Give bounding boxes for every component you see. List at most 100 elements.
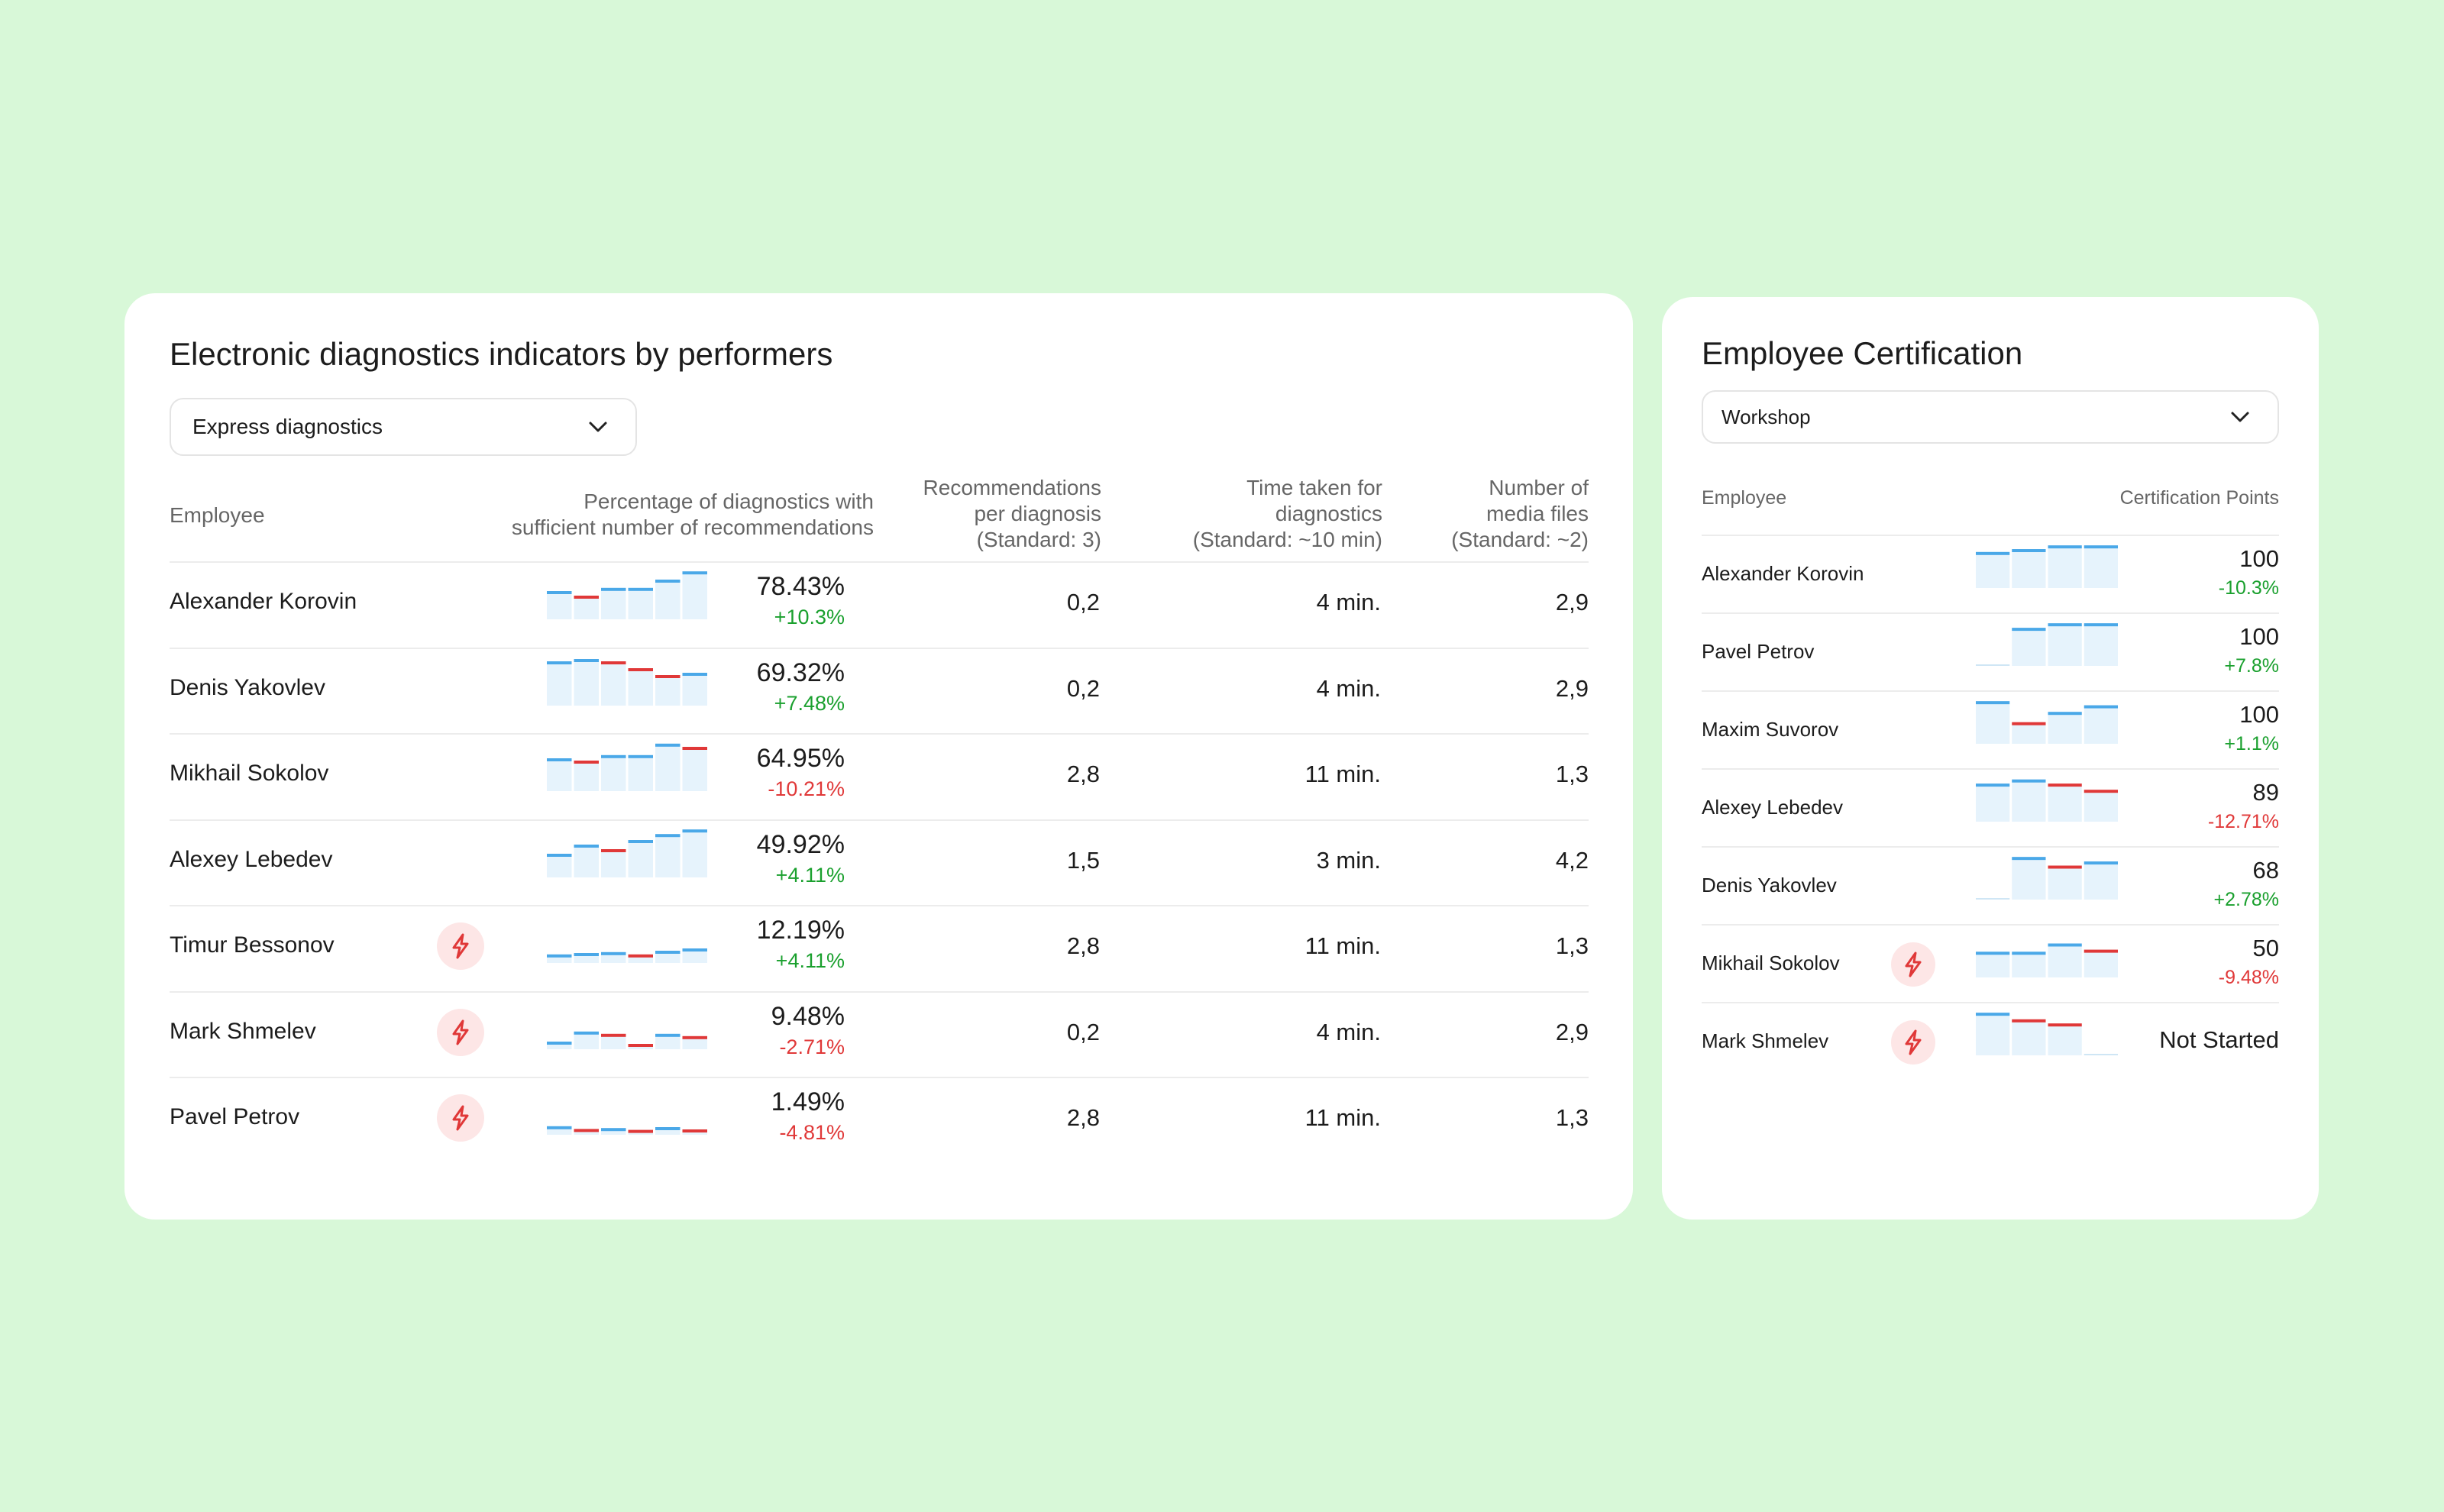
trend-sparkline (547, 1126, 707, 1135)
trend-level-down (2084, 949, 2118, 953)
header-employee: Employee (170, 503, 265, 527)
trend-sparkline (1976, 1013, 2118, 1055)
diagnostics-type-select[interactable]: Express diagnostics (170, 398, 637, 456)
trend-bar (574, 762, 599, 791)
trend-level-down (2048, 865, 2082, 869)
trend-level-up (1976, 898, 2010, 900)
trend-bar (655, 676, 681, 706)
employee-name: Mark Shmelev (170, 1018, 316, 1044)
trend-level-up (2084, 545, 2118, 549)
media-value: 2,9 (1555, 589, 1589, 615)
diagnostics-row[interactable]: Denis Yakovlev 69.32% +7.48% 0,2 4 min. 2,9 (124, 646, 1633, 732)
trend-level-up (547, 758, 572, 761)
trend-bar (628, 756, 653, 791)
trend-level-up (574, 844, 599, 848)
diagnostics-row[interactable]: Mark Shmelev 9.48% -2.71% 0,2 4 min. 2,9 (124, 990, 1633, 1075)
trend-level-up (601, 1128, 626, 1132)
trend-chart (1976, 855, 2118, 903)
trend-sparkline (1976, 943, 2118, 977)
trend-chart (547, 829, 707, 881)
trend-level-up (1976, 783, 2010, 787)
certification-row[interactable]: Denis Yakovlev 68 +2.78% (1662, 846, 2319, 924)
certification-row[interactable]: Pavel Petrov 100 +7.8% (1662, 612, 2319, 690)
certification-row[interactable]: Alexey Lebedev 89 -12.71% (1662, 768, 2319, 846)
trend-bar (601, 953, 626, 963)
row-divider (170, 905, 1589, 906)
diagnostics-row[interactable]: Timur Bessonov 12.19% +4.11% 2,8 11 min. 1,3 (124, 903, 1633, 989)
trend-bar (601, 1035, 626, 1049)
diagnostics-row[interactable]: Alexander Korovin 78.43% +10.3% 0,2 4 min. 2,… (124, 560, 1633, 645)
trend-bar (682, 1131, 707, 1135)
trend-level-up (1976, 551, 2010, 555)
trend-level-up (574, 658, 599, 662)
trend-chart (1976, 1011, 2118, 1059)
trend-level-up (655, 1033, 681, 1037)
trend-bar (682, 950, 707, 963)
certification-row[interactable]: Mark Shmelev Not Started (1662, 1002, 2319, 1080)
trend-bar (655, 1035, 681, 1049)
trend-level-up (2048, 943, 2082, 947)
trend-bar (655, 952, 681, 963)
certification-row[interactable]: Mikhail Sokolov 50 -9.48% (1662, 924, 2319, 1002)
trend-level-down (2012, 1019, 2046, 1023)
trend-level-down (682, 747, 707, 750)
employee-name: Alexey Lebedev (1702, 796, 1844, 819)
trend-level-up (628, 839, 653, 843)
diagnostics-row[interactable]: Pavel Petrov 1.49% -4.81% 2,8 11 min. 1,3 (124, 1075, 1633, 1161)
diagnostics-row[interactable]: Alexey Lebedev 49.92% +4.11% 1,5 3 min. 4,2 (124, 818, 1633, 903)
diagnostics-title: Electronic diagnostics indicators by per… (170, 336, 833, 372)
chevron-down-icon (2231, 412, 2249, 422)
lightning-icon (452, 933, 469, 959)
row-divider (1702, 846, 2279, 848)
points-delta: +7.8% (2224, 655, 2279, 677)
trend-level-up (2012, 779, 2046, 783)
trend-bar (2012, 1020, 2046, 1055)
time-value: 11 min. (1304, 932, 1381, 959)
percentage-delta: +4.11% (775, 863, 845, 887)
trend-level-up (574, 953, 599, 956)
trend-bar (628, 1131, 653, 1135)
trend-bar (655, 745, 681, 791)
time-value: 4 min. (1316, 589, 1381, 615)
trend-bar (682, 748, 707, 791)
trend-chart (547, 742, 707, 795)
diagnostics-row[interactable]: Mikhail Sokolov 64.95% -10.21% 2,8 11 min. 1,… (124, 732, 1633, 817)
trend-bar (655, 581, 681, 619)
certification-row[interactable]: Alexander Korovin 100 -10.3% (1662, 535, 2319, 612)
trend-level-up (601, 951, 626, 955)
certification-row[interactable]: Maxim Suvorov 100 +1.1% (1662, 690, 2319, 768)
time-value: 11 min. (1304, 1104, 1381, 1131)
trend-bar (601, 850, 626, 877)
trend-level-up (655, 580, 681, 583)
trend-level-up (2084, 861, 2118, 865)
trend-bar (682, 573, 707, 619)
trend-bar (601, 662, 626, 706)
trend-chart (547, 657, 707, 709)
time-value: 4 min. (1316, 1018, 1381, 1045)
trend-sparkline (547, 743, 707, 791)
trend-bar (1976, 1014, 2010, 1055)
trend-sparkline (547, 658, 707, 706)
trend-level-down (682, 1129, 707, 1132)
trend-bar (547, 760, 572, 791)
trend-level-up (655, 833, 681, 837)
workshop-select[interactable]: Workshop (1702, 390, 2279, 444)
recommendations-value: 0,2 (1066, 589, 1100, 615)
trend-sparkline (547, 1031, 707, 1049)
trend-bar (574, 955, 599, 963)
trend-level-up (1976, 951, 2010, 955)
trend-level-up (547, 853, 572, 857)
trend-bar (628, 669, 653, 706)
row-divider (170, 990, 1589, 993)
trend-level-up (1976, 701, 2010, 705)
diagnostics-panel: Electronic diagnostics indicators by per… (124, 293, 1633, 1220)
recommendations-value: 0,2 (1066, 674, 1100, 702)
trend-bar (2084, 625, 2118, 666)
employee-name: Maxim Suvorov (1702, 718, 1839, 741)
trend-chart (547, 1086, 707, 1139)
media-value: 1,3 (1555, 932, 1589, 959)
trend-bar (1976, 703, 2010, 744)
percentage-value: 78.43% (756, 572, 845, 601)
trend-bar (682, 830, 707, 877)
row-divider (170, 819, 1589, 821)
